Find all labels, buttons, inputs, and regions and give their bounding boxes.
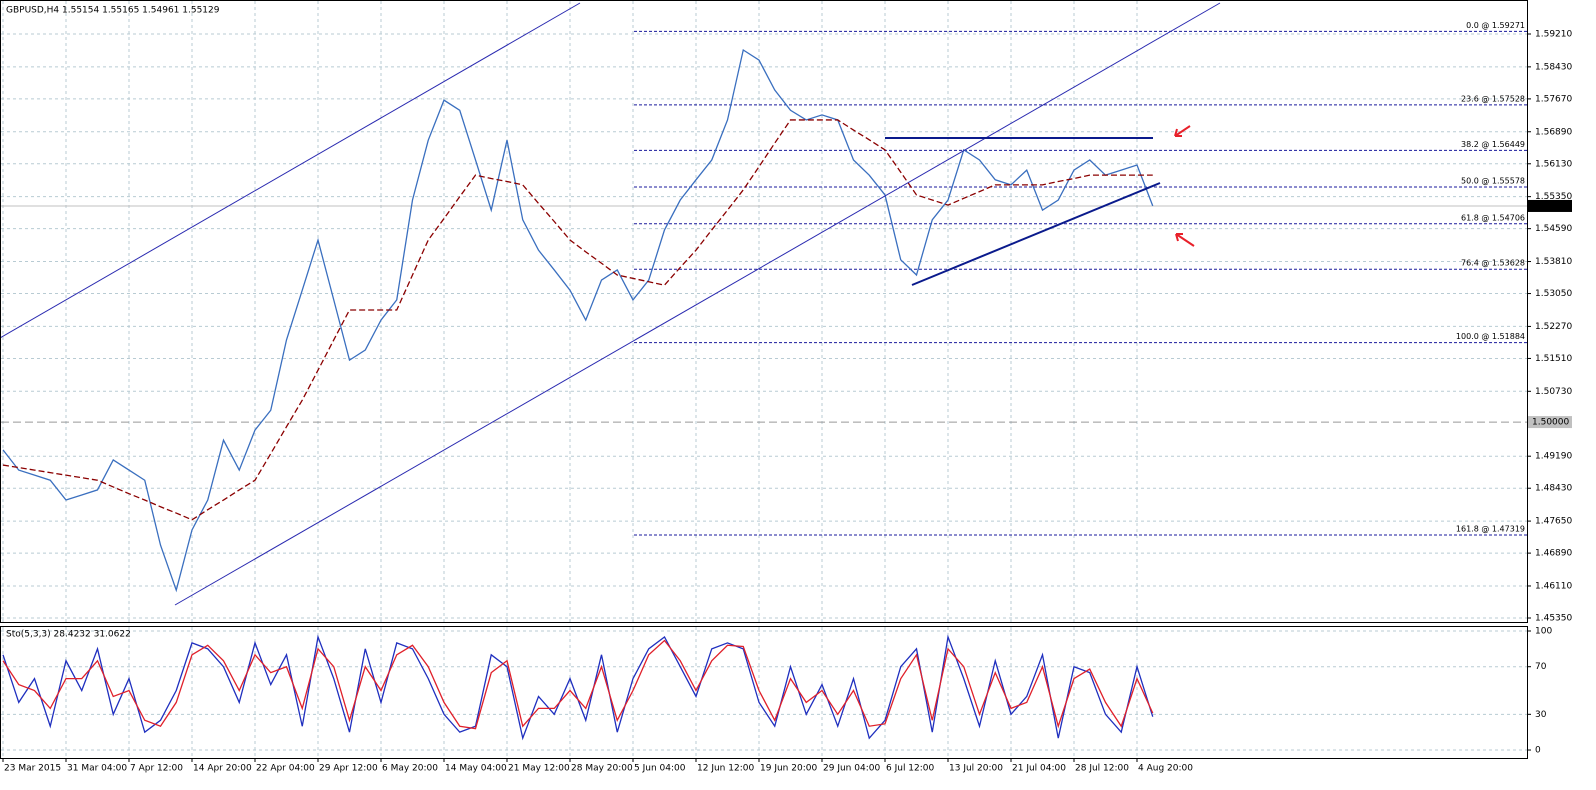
x-tick-label: 19 Jun 20:00 [760,764,817,774]
x-tick-label: 31 Mar 04:00 [67,764,127,774]
y-tick-label: 100 [1535,626,1552,636]
x-tick-label: 4 Aug 20:00 [1138,764,1193,774]
y-tick-label: 1.56890 [1535,127,1572,137]
y-tick-label: 1.55350 [1535,192,1572,202]
y-tick-label: 0 [1535,746,1541,756]
x-tick-label: 14 May 04:00 [445,764,507,774]
drawn-objects [0,2,1221,606]
x-tick-label: 12 Jun 12:00 [697,764,754,774]
y-tick-label: 1.53810 [1535,257,1572,267]
y-tick-label: 1.49190 [1535,452,1572,462]
x-tick-label: 13 Jul 20:00 [949,764,1003,774]
series-line [2,639,1154,730]
y-tick-label: 30 [1535,710,1547,720]
y-tick-label: 1.51510 [1535,354,1572,364]
y-tick-label: 1.54590 [1535,224,1572,234]
x-tick-label: 6 May 20:00 [382,764,438,774]
fib-label: 61.8 @ 1.54706 [1461,213,1525,222]
x-tick-label: 29 Jun 04:00 [823,764,880,774]
fib-label: 100.0 @ 1.51884 [1456,332,1525,341]
x-tick-label: 29 Apr 12:00 [319,764,378,774]
y-tick-label: 1.45350 [1535,613,1572,623]
x-tick-label: 23 Mar 2015 [4,764,61,774]
level-box [1528,416,1572,429]
fib-label: 76.4 @ 1.53628 [1461,259,1525,268]
fib-label: 50.0 @ 1.55578 [1461,177,1525,186]
channel-lower [174,2,1221,606]
support-line [911,182,1161,286]
indicator-frame [0,626,1528,759]
y-tick-label: 1.46890 [1535,549,1572,559]
y-tick-label: 1.53050 [1535,289,1572,299]
price-label: 1.55129 [1532,201,1569,211]
fib-label: 0.0 @ 1.59271 [1466,21,1525,30]
series-line [2,119,1153,521]
price-frame [0,0,1528,623]
y-tick-label: 70 [1535,662,1547,672]
fib-label: 23.6 @ 1.57528 [1461,94,1525,103]
x-tick-label: 21 May 12:00 [508,764,570,774]
arrow [1175,233,1195,247]
y-tick-label: 1.57670 [1535,94,1572,104]
y-tick-label: 1.47650 [1535,517,1572,527]
series-line [2,48,1154,593]
arrow [1174,125,1191,137]
x-tick-label: 28 May 20:00 [571,764,633,774]
fib-label: 161.8 @ 1.47319 [1456,525,1525,534]
x-tick-label: 7 Apr 12:00 [130,764,183,774]
channel-upper [0,2,581,339]
indicator-title: Sto(5,3,3) 28.4232 31.0622 [6,630,131,640]
fib-label: 38.2 @ 1.56449 [1461,140,1525,149]
y-tick-label: 1.56130 [1535,159,1572,169]
x-tick-label: 14 Apr 20:00 [193,764,252,774]
level-label: 1.50000 [1532,418,1569,428]
y-tick-label: 1.48430 [1535,484,1572,494]
x-tick-label: 6 Jul 12:00 [886,764,935,774]
chart-title: GBPUSD,H4 1.55154 1.55165 1.54961 1.5512… [6,6,220,16]
x-tick-label: 22 Apr 04:00 [256,764,315,774]
plot-area [1,1,1527,758]
price-box [1528,199,1572,212]
y-tick-label: 1.46110 [1535,581,1572,591]
x-tick-label: 21 Jul 04:00 [1012,764,1066,774]
y-tick-label: 1.50730 [1535,387,1572,397]
y-tick-label: 1.59210 [1535,30,1572,40]
x-tick-label: 28 Jul 12:00 [1075,764,1129,774]
y-tick-label: 1.52270 [1535,322,1572,332]
x-tick-label: 5 Jun 04:00 [634,764,686,774]
y-tick-label: 1.58430 [1535,62,1572,72]
